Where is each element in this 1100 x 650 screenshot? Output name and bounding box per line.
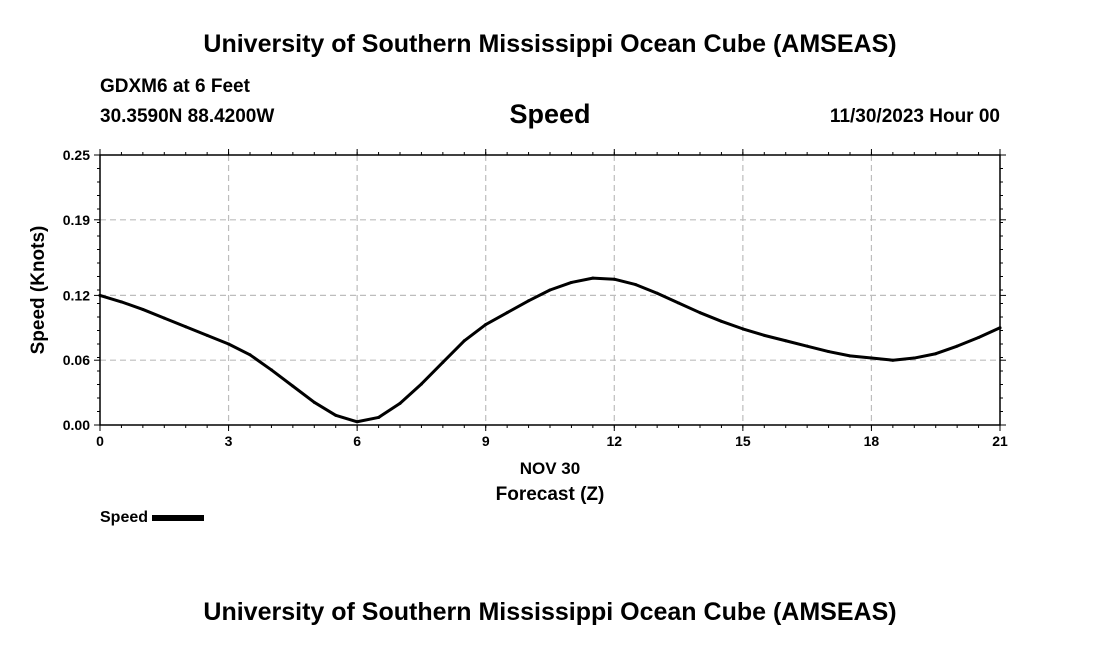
page-title: University of Southern Mississippi Ocean… <box>203 30 897 58</box>
data-point <box>827 350 831 354</box>
data-point <box>419 382 423 386</box>
x-tick-label: 6 <box>353 433 361 449</box>
data-point <box>569 280 573 284</box>
data-point <box>848 354 852 358</box>
y-axis-label: Speed (Knots) <box>28 226 49 355</box>
y-tick-label: 0.25 <box>63 147 90 163</box>
data-point <box>398 401 402 405</box>
data-point <box>548 288 552 292</box>
legend-label: Speed <box>100 509 149 526</box>
data-point <box>291 384 295 388</box>
data-point <box>762 333 766 337</box>
y-tick-label: 0.19 <box>63 212 90 228</box>
data-point <box>227 342 231 346</box>
data-point <box>912 356 916 360</box>
footer-title: University of Southern Mississippi Ocean… <box>203 598 897 626</box>
data-point <box>934 352 938 356</box>
data-point <box>527 299 531 303</box>
data-point <box>805 344 809 348</box>
x-axis-label: Forecast (Z) <box>496 484 605 505</box>
x-tick-label: 9 <box>482 433 490 449</box>
series-layer <box>98 276 1002 424</box>
data-point <box>441 360 445 364</box>
data-point <box>784 339 788 343</box>
data-point <box>355 420 359 424</box>
data-point <box>205 333 209 337</box>
data-point <box>141 307 145 311</box>
plot-frame <box>99 154 1001 426</box>
data-point <box>119 300 123 304</box>
data-point <box>484 323 488 327</box>
data-point <box>698 311 702 315</box>
x-tick-label: 15 <box>735 433 751 449</box>
data-point <box>741 327 745 331</box>
data-point <box>162 316 166 320</box>
run-time: 11/30/2023 Hour 00 <box>829 106 1000 127</box>
grid <box>100 155 1000 425</box>
station-coordinates: 30.3590N 88.4200W <box>100 106 275 127</box>
legend: Speed <box>100 509 205 527</box>
data-point <box>655 291 659 295</box>
data-point <box>591 276 595 280</box>
x-tick-label: 12 <box>606 433 622 449</box>
data-point <box>891 358 895 362</box>
chart-title: Speed <box>509 99 591 129</box>
axis-ticks: 0 3 6 9 12 15 18 21 0.00 0.06 0.12 0.19 0.25 <box>63 147 1008 449</box>
y-tick-label: 0.12 <box>63 287 90 303</box>
data-point <box>634 283 638 287</box>
y-tick-label: 0.00 <box>63 417 90 433</box>
data-point <box>955 344 959 348</box>
x-tick-label: 0 <box>96 433 104 449</box>
data-point <box>312 400 316 404</box>
y-tick-label: 0.06 <box>63 352 90 368</box>
data-point <box>269 368 273 372</box>
series-line-speed <box>98 276 1002 424</box>
data-point <box>377 415 381 419</box>
data-point <box>612 277 616 281</box>
data-point <box>184 325 188 329</box>
data-point <box>505 311 509 315</box>
data-point <box>248 353 252 357</box>
data-point <box>977 336 981 340</box>
data-point <box>334 413 338 417</box>
data-point <box>869 356 873 360</box>
data-point <box>677 301 681 305</box>
station-label: GDXM6 at 6 Feet <box>100 76 250 97</box>
x-axis-date-label: NOV 30 <box>520 459 580 478</box>
x-tick-label: 3 <box>225 433 233 449</box>
x-tick-label: 18 <box>864 433 880 449</box>
x-tick-label: 21 <box>992 433 1008 449</box>
data-point <box>719 319 723 323</box>
data-point <box>462 339 466 343</box>
legend-swatch <box>152 514 205 521</box>
